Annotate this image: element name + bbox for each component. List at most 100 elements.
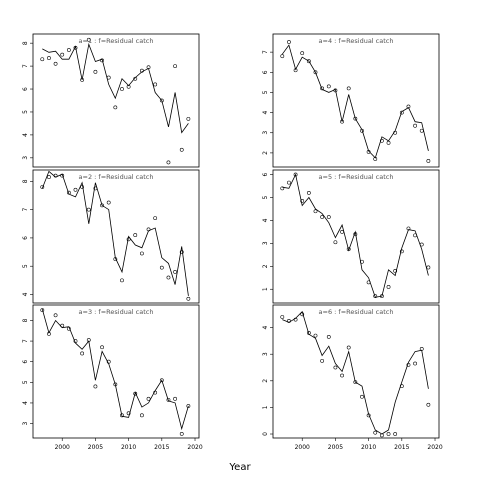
- observed-point: [373, 294, 378, 299]
- x-tick-label: 2010: [361, 444, 376, 451]
- x-tick-label: 2020: [187, 444, 202, 451]
- observed-point: [287, 319, 291, 323]
- observed-point: [366, 280, 371, 285]
- observed-point: [100, 203, 104, 208]
- observed-point: [313, 209, 318, 214]
- observed-point: [159, 378, 164, 383]
- observed-point: [413, 123, 417, 128]
- observed-point: [280, 54, 285, 59]
- y-tick-label: 4: [262, 218, 269, 222]
- observed-point: [406, 226, 411, 231]
- y-tick-label: 5: [262, 195, 269, 199]
- y-tick-label: 6: [262, 173, 269, 177]
- fitted-series-line: [281, 44, 429, 159]
- y-tick-label: 4: [22, 292, 29, 296]
- y-tick-label: 5: [22, 380, 29, 384]
- observed-point: [113, 382, 118, 387]
- y-tick-label: 3: [22, 156, 29, 160]
- observed-point: [346, 247, 351, 252]
- observed-point: [53, 61, 58, 66]
- y-tick-label: 3: [262, 352, 269, 356]
- panel-strip-label: a=6 : f=Residual catch: [319, 308, 394, 316]
- observed-point: [413, 361, 417, 366]
- panel-a-1: a=1 : f=Residual catch 3 4 5 6 7 8: [22, 33, 200, 168]
- observed-point: [93, 384, 98, 389]
- observed-point: [340, 119, 344, 124]
- observed-point: [100, 345, 104, 350]
- observed-point: [126, 411, 131, 416]
- observed-point: [73, 45, 78, 50]
- observed-point: [40, 185, 45, 189]
- observed-point: [326, 215, 331, 219]
- observed-point: [153, 390, 158, 395]
- observed-point: [66, 326, 71, 331]
- observed-point: [120, 278, 124, 283]
- observed-point: [166, 160, 171, 165]
- observed-point: [306, 191, 311, 195]
- observed-point: [40, 57, 45, 62]
- observed-point: [393, 130, 398, 135]
- y-tick-label: 5: [22, 110, 29, 114]
- observed-point: [393, 268, 398, 273]
- observed-point: [306, 331, 311, 335]
- observed-point: [426, 265, 431, 270]
- observed-point: [419, 242, 424, 247]
- panel-a-6: a=6 : f=Residual catch 0 1 2 3 4 2000 2005 2010 2…: [262, 304, 443, 451]
- observed-point: [53, 313, 58, 318]
- observed-point: [340, 230, 344, 234]
- observed-point: [53, 173, 58, 178]
- observed-point: [340, 373, 344, 378]
- y-tick-label: 2: [262, 151, 269, 155]
- observed-point: [179, 147, 184, 152]
- observed-point: [366, 149, 371, 154]
- observed-point: [106, 75, 111, 80]
- observed-point: [300, 199, 305, 203]
- observed-point: [320, 358, 325, 363]
- y-tick-label: 4: [22, 401, 29, 405]
- y-tick-label: 1: [262, 405, 269, 409]
- observed-point: [413, 233, 417, 238]
- observed-point: [93, 69, 98, 74]
- observed-point: [40, 308, 45, 313]
- fitted-series-line: [282, 310, 429, 435]
- panel-a-5: a=5 : f=Residual catch 1 2 3 4 5 6: [262, 169, 440, 304]
- observed-point: [159, 265, 164, 270]
- observed-point: [379, 294, 384, 299]
- observed-point: [60, 52, 65, 57]
- observed-point: [186, 404, 191, 408]
- observed-point: [313, 70, 318, 75]
- x-axis-label: Year: [228, 462, 251, 473]
- observed-point: [106, 200, 111, 205]
- observed-point: [66, 48, 71, 52]
- observed-point: [379, 138, 384, 143]
- observed-point: [353, 116, 358, 121]
- observed-point: [399, 249, 404, 254]
- y-tick-label: 7: [262, 50, 269, 54]
- observed-point: [139, 413, 144, 418]
- x-tick-label: 2000: [295, 444, 310, 451]
- observed-point: [60, 173, 65, 178]
- observed-point: [280, 186, 285, 191]
- panel-strip-label: a=2 : f=Residual catch: [79, 173, 154, 181]
- observed-point: [399, 384, 404, 389]
- panel-a-2: a=2 : f=Residual catch 4 5 6 7 8: [22, 169, 200, 304]
- observed-point: [173, 396, 177, 401]
- observed-point: [320, 215, 325, 219]
- observed-point: [426, 159, 431, 163]
- x-tick-label: 2010: [121, 444, 136, 451]
- observed-point: [179, 431, 184, 436]
- y-tick-label: 7: [22, 339, 29, 343]
- observed-point: [360, 394, 364, 399]
- observed-point: [153, 216, 158, 221]
- panel-frame: [32, 169, 200, 304]
- observed-point: [113, 105, 118, 110]
- x-tick-label: 2005: [328, 444, 343, 451]
- observed-point: [47, 331, 51, 336]
- observed-point: [326, 84, 331, 89]
- observed-point: [133, 233, 138, 237]
- y-tick-label: 4: [262, 111, 269, 115]
- y-tick-label: 5: [22, 264, 29, 268]
- observed-point: [146, 65, 151, 70]
- panel-a-4: a=4 : f=Residual catch 2 3 4 5 6 7: [262, 33, 440, 168]
